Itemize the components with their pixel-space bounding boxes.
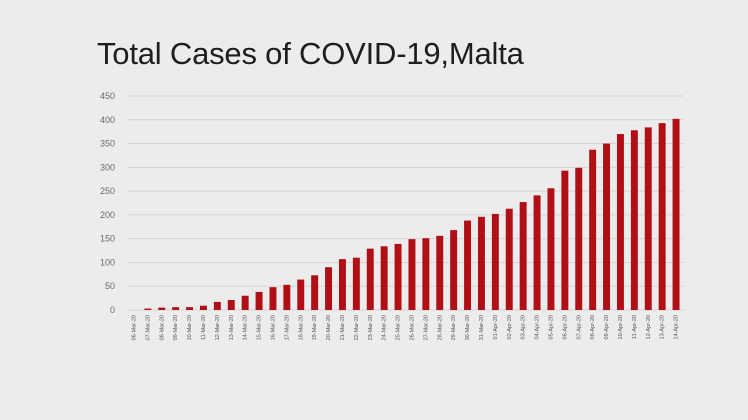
x-tick-label: 06-Apr-20: [562, 315, 568, 339]
bar: [366, 248, 374, 310]
bar: [352, 257, 360, 310]
bar: [283, 284, 291, 310]
x-tick-label: 19-Mar-20: [312, 315, 318, 340]
x-tick-label: 29-Mar-20: [451, 315, 457, 340]
y-tick-label: 450: [100, 91, 115, 101]
y-tick-label: 350: [100, 139, 115, 149]
y-tick-label: 200: [100, 210, 115, 220]
x-tick-label: 07-Mar-20: [145, 315, 151, 340]
x-tick-label: 08-Mar-20: [159, 315, 165, 340]
bar: [561, 170, 569, 310]
y-tick-label: 0: [110, 305, 115, 315]
bar: [422, 238, 430, 310]
x-tick-label: 12-Mar-20: [215, 315, 221, 340]
x-tick-label: 21-Mar-20: [340, 315, 346, 340]
chart-title: Total Cases of COVID-19,Malta: [97, 36, 524, 71]
x-tick-label: 11-Apr-20: [632, 315, 638, 339]
x-tick-label: 17-Mar-20: [284, 315, 290, 340]
bar: [158, 307, 166, 310]
bar: [575, 167, 583, 310]
bar: [297, 279, 305, 310]
bar: [144, 308, 152, 310]
x-tick-label: 27-Mar-20: [423, 315, 429, 340]
x-tick-label: 15-Mar-20: [257, 315, 263, 340]
bar: [227, 300, 235, 310]
bar: [630, 130, 638, 310]
x-tick-label: 09-Apr-20: [604, 315, 610, 339]
x-tick-label: 06-Mar-20: [131, 315, 137, 340]
x-tick-label: 16-Mar-20: [270, 315, 276, 340]
x-tick-label: 14-Mar-20: [243, 315, 249, 340]
y-tick-label: 150: [100, 234, 115, 244]
x-tick-label: 08-Apr-20: [590, 315, 596, 339]
bar: [241, 295, 249, 310]
x-tick-label: 03-Apr-20: [521, 315, 527, 339]
bar: [213, 301, 221, 310]
bar: [533, 195, 541, 310]
x-tick-label: 24-Mar-20: [382, 315, 388, 340]
x-tick-label: 02-Apr-20: [507, 315, 513, 339]
bar: [589, 149, 597, 310]
x-tick-label: 10-Apr-20: [618, 315, 624, 339]
x-tick-label: 09-Mar-20: [173, 315, 179, 340]
x-tick-label: 18-Mar-20: [298, 315, 304, 340]
bar: [311, 275, 319, 310]
y-tick-label: 400: [100, 115, 115, 125]
x-tick-label: 01-Apr-20: [493, 315, 499, 339]
x-tick-label: 25-Mar-20: [396, 315, 402, 340]
x-tick-label: 20-Mar-20: [326, 315, 332, 340]
x-tick-label: 30-Mar-20: [465, 315, 471, 340]
bar: [408, 239, 416, 310]
x-tick-label: 26-Mar-20: [409, 315, 415, 340]
y-tick-label: 300: [100, 162, 115, 172]
y-tick-label: 50: [105, 281, 115, 291]
bar: [255, 291, 263, 310]
bar: [603, 143, 611, 310]
bar: [325, 267, 333, 310]
bar: [450, 230, 458, 310]
bar: [644, 127, 652, 310]
bar: [436, 235, 444, 310]
bar: [464, 220, 472, 310]
x-tick-label: 10-Mar-20: [187, 315, 193, 340]
x-tick-label: 12-Apr-20: [646, 315, 652, 339]
bar: [269, 287, 277, 310]
x-tick-label: 14-Apr-20: [674, 315, 680, 339]
x-tick-label: 05-Apr-20: [548, 315, 554, 339]
bar: [172, 307, 180, 310]
gridlines: [127, 95, 683, 311]
bar: [186, 307, 194, 310]
x-tick-label: 23-Mar-20: [368, 315, 374, 340]
x-tick-label: 04-Apr-20: [535, 315, 541, 339]
bar: [394, 243, 402, 310]
bars: [144, 118, 680, 310]
bar: [616, 134, 624, 310]
x-tick-label: 13-Apr-20: [660, 315, 666, 339]
x-tick-label: 28-Mar-20: [437, 315, 443, 340]
x-tick-label: 07-Apr-20: [576, 315, 582, 339]
y-tick-label: 250: [100, 186, 115, 196]
bar: [658, 123, 666, 310]
bar: [199, 305, 207, 310]
bar: [491, 213, 499, 310]
x-tick-label: 22-Mar-20: [354, 315, 360, 340]
y-tick-label: 100: [100, 257, 115, 267]
bar: [380, 246, 388, 310]
bar: [672, 118, 680, 310]
bar: [477, 216, 485, 310]
bar: [547, 188, 555, 310]
x-tick-label: 11-Mar-20: [201, 315, 207, 340]
y-axis-ticks: 0 50 100 150 200 250 300 350 400 450: [100, 91, 115, 315]
bar: [505, 208, 513, 310]
bar: [338, 259, 346, 310]
x-tick-label: 13-Mar-20: [229, 315, 235, 340]
x-axis-ticks: 06-Mar-20 07-Mar-20 08-Mar-20 09-Mar-20 10-M…: [131, 315, 679, 340]
x-tick-label: 31-Mar-20: [479, 315, 485, 340]
bar: [519, 202, 527, 310]
